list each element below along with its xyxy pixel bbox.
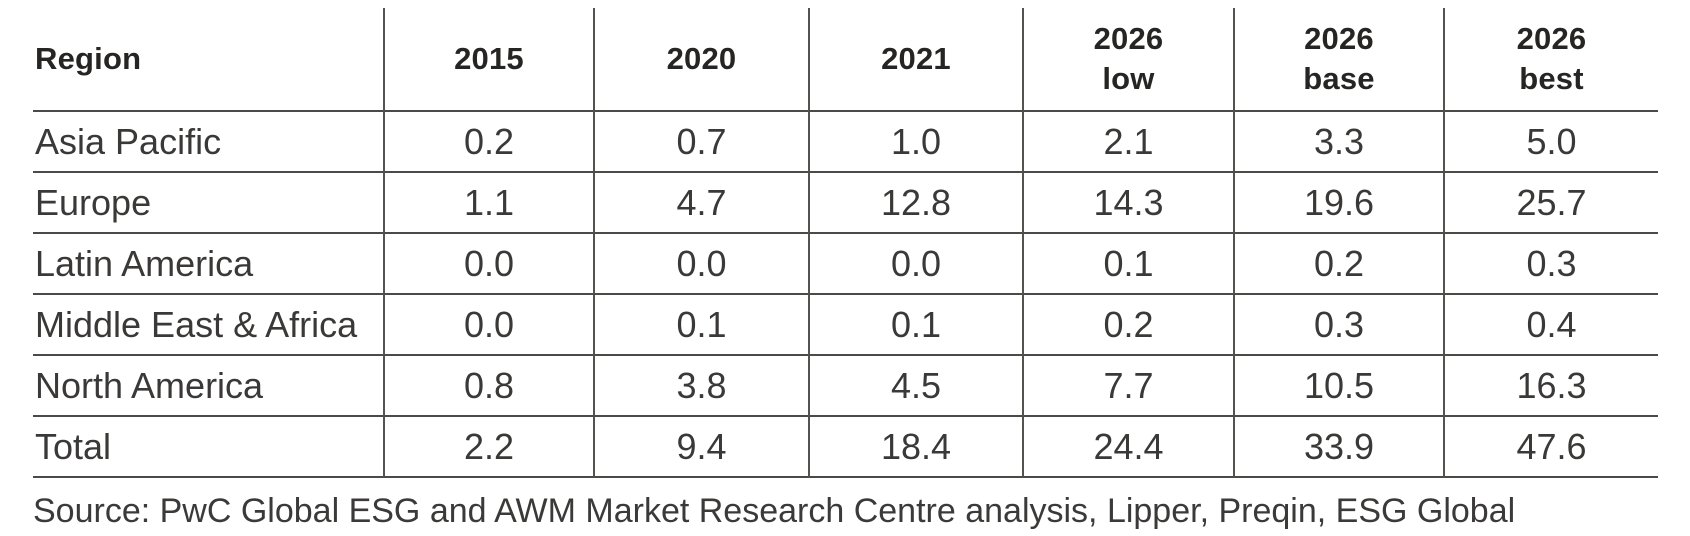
table-cell: 0.7 (593, 112, 808, 173)
table-cell: 47.6 (1443, 417, 1658, 478)
column-header-2015: 2015 (383, 8, 593, 112)
table-cell: 16.3 (1443, 356, 1658, 417)
table-cell: 0.1 (1022, 234, 1233, 295)
column-header-sublabel: low (1102, 61, 1155, 96)
table-cell: 0.0 (808, 234, 1022, 295)
table-cell: 19.6 (1233, 173, 1443, 234)
table-cell: 0.1 (593, 295, 808, 356)
column-header-2026-base: 2026 base (1233, 8, 1443, 112)
table-cell: 0.4 (1443, 295, 1658, 356)
column-header-2021: 2021 (808, 8, 1022, 112)
column-header-label: 2026 (1516, 21, 1587, 56)
column-header-label: Region (35, 41, 142, 76)
table-cell: 0.1 (808, 295, 1022, 356)
row-label: Latin America (33, 234, 383, 295)
table-cell: 33.9 (1233, 417, 1443, 478)
source-note: Source: PwC Global ESG and AWM Market Re… (33, 492, 1516, 530)
table-cell: 0.0 (383, 234, 593, 295)
regions-table: Region 2015 2020 2021 2026 low 2026 ba (33, 8, 1658, 478)
table-cell: 25.7 (1443, 173, 1658, 234)
table-cell: 4.7 (593, 173, 808, 234)
table-cell: 0.0 (383, 295, 593, 356)
column-header-label: 2020 (666, 41, 737, 76)
table-grid: Region 2015 2020 2021 2026 low 2026 ba (33, 8, 1658, 478)
column-header-2020: 2020 (593, 8, 808, 112)
column-header-region: Region (33, 8, 383, 112)
table-cell: 2.2 (383, 417, 593, 478)
column-header-label: 2021 (881, 41, 951, 76)
table-cell: 2.1 (1022, 112, 1233, 173)
row-label: Total (33, 417, 383, 478)
table-cell: 9.4 (593, 417, 808, 478)
table-cell: 1.1 (383, 173, 593, 234)
column-header-label: 2026 (1304, 21, 1374, 56)
row-label: Middle East & Africa (33, 295, 383, 356)
column-header-label: 2026 (1093, 21, 1164, 56)
table-cell: 3.8 (593, 356, 808, 417)
table-cell: 14.3 (1022, 173, 1233, 234)
row-label: Asia Pacific (33, 112, 383, 173)
table-cell: 5.0 (1443, 112, 1658, 173)
table-cell: 0.2 (1022, 295, 1233, 356)
row-label: North America (33, 356, 383, 417)
table-cell: 1.0 (808, 112, 1022, 173)
table-cell: 0.8 (383, 356, 593, 417)
table-cell: 0.2 (383, 112, 593, 173)
column-header-2026-best: 2026 best (1443, 8, 1658, 112)
table-cell: 0.3 (1443, 234, 1658, 295)
table-cell: 7.7 (1022, 356, 1233, 417)
table-cell: 10.5 (1233, 356, 1443, 417)
column-header-sublabel: best (1519, 61, 1584, 96)
table-cell: 18.4 (808, 417, 1022, 478)
column-header-label: 2015 (454, 41, 524, 76)
column-header-sublabel: base (1303, 61, 1375, 96)
table-cell: 0.2 (1233, 234, 1443, 295)
table-cell: 12.8 (808, 173, 1022, 234)
table-cell: 0.3 (1233, 295, 1443, 356)
table-cell: 4.5 (808, 356, 1022, 417)
row-label: Europe (33, 173, 383, 234)
table-cell: 0.0 (593, 234, 808, 295)
column-header-2026-low: 2026 low (1022, 8, 1233, 112)
table-cell: 3.3 (1233, 112, 1443, 173)
table-cell: 24.4 (1022, 417, 1233, 478)
